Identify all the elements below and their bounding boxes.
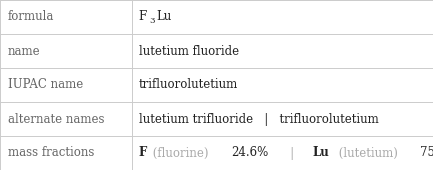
Text: |: | xyxy=(279,147,305,159)
Text: 3: 3 xyxy=(149,17,155,26)
Text: IUPAC name: IUPAC name xyxy=(8,79,83,91)
Text: name: name xyxy=(8,45,40,57)
Text: mass fractions: mass fractions xyxy=(8,147,94,159)
Text: trifluorolutetium: trifluorolutetium xyxy=(139,79,238,91)
Text: lutetium trifluoride   |   trifluorolutetium: lutetium trifluoride | trifluorolutetium xyxy=(139,113,378,125)
Text: 24.6%: 24.6% xyxy=(231,147,268,159)
Text: (lutetium): (lutetium) xyxy=(335,147,401,159)
Text: F: F xyxy=(139,147,147,159)
Text: (fluorine): (fluorine) xyxy=(149,147,213,159)
Text: formula: formula xyxy=(8,11,54,23)
Text: alternate names: alternate names xyxy=(8,113,104,125)
Text: lutetium fluoride: lutetium fluoride xyxy=(139,45,239,57)
Text: 75.4%: 75.4% xyxy=(420,147,433,159)
Text: F: F xyxy=(139,11,147,23)
Text: Lu: Lu xyxy=(156,11,171,23)
Text: Lu: Lu xyxy=(313,147,330,159)
